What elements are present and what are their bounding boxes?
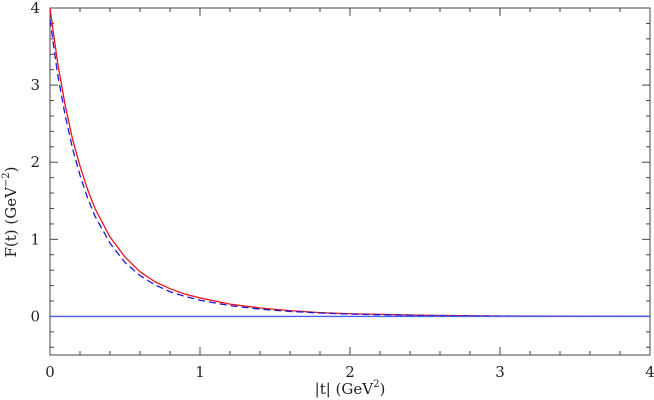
axis-ticks	[49, 7, 651, 355]
series-line-1	[49, 7, 651, 317]
x-tick-label: 2	[345, 363, 355, 381]
y-tick-label: 1	[30, 230, 40, 248]
x-tick-label: 1	[195, 363, 205, 381]
x-axis-label: |t| (GeV2)	[315, 379, 386, 398]
y-tick-label: 2	[30, 153, 40, 171]
x-tick-label: 4	[645, 363, 654, 381]
series-line-2	[49, 19, 651, 318]
y-tick-label: 0	[30, 307, 40, 325]
y-tick-label: 3	[30, 76, 40, 94]
tick-labels: 0 1 2 3 4 0 1 2 3 4	[30, 0, 654, 381]
x-tick-label: 3	[495, 363, 505, 381]
plot-frame	[49, 7, 651, 356]
y-tick-label: 4	[30, 0, 40, 17]
y-axis-label: F(t) (GeV−2)	[1, 166, 20, 257]
series-group	[49, 7, 651, 318]
x-tick-label: 0	[45, 363, 55, 381]
